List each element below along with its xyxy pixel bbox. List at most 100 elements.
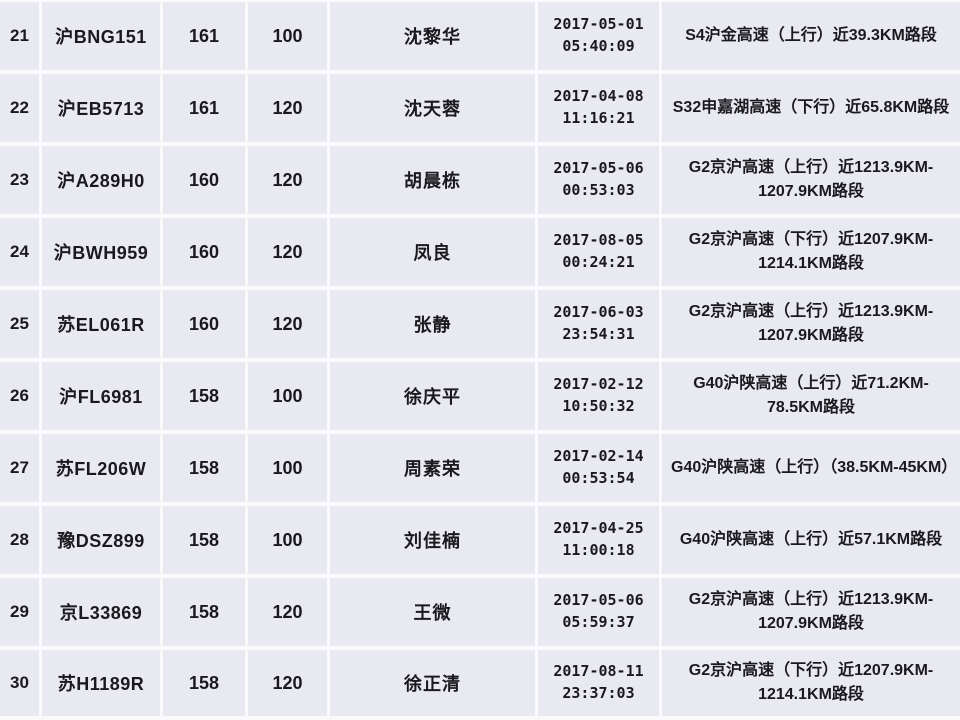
speed-limit-cell: 100 [248, 434, 330, 506]
measured-speed-cell: 160 [163, 290, 248, 362]
violation-date: 2017-05-01 [553, 15, 644, 34]
license-plate-cell: 沪EB5713 [42, 74, 163, 146]
row-number-cell: 28 [0, 506, 42, 578]
violation-time: 23:37:03 [562, 684, 635, 702]
measured-speed-cell: 158 [163, 506, 248, 578]
table-row: 25 苏EL061R 160 120 张静 2017-06-03 23:54:3… [0, 290, 960, 362]
location-cell: G40沪陕高速（上行）近57.1KM路段 [662, 506, 960, 578]
speed-limit-cell: 120 [248, 218, 330, 290]
driver-name-cell: 沈天蓉 [330, 74, 538, 146]
table-row: 21 沪BNG151 161 100 沈黎华 2017-05-01 05:40:… [0, 2, 960, 74]
driver-name-cell: 沈黎华 [330, 2, 538, 74]
datetime-cell: 2017-05-01 05:40:09 [538, 2, 662, 74]
violation-date: 2017-05-06 [553, 591, 644, 610]
location-cell: G2京沪高速（上行）近1213.9KM-1207.9KM路段 [662, 578, 960, 650]
driver-name-cell: 周素荣 [330, 434, 538, 506]
violation-date: 2017-06-03 [553, 303, 644, 322]
speed-limit-cell: 120 [248, 290, 330, 362]
driver-name-cell: 徐庆平 [330, 362, 538, 434]
driver-name-cell: 王微 [330, 578, 538, 650]
violation-date: 2017-02-12 [553, 375, 644, 394]
license-plate-cell: 沪FL6981 [42, 362, 163, 434]
license-plate-cell: 苏H1189R [42, 650, 163, 720]
measured-speed-cell: 161 [163, 2, 248, 74]
measured-speed-cell: 158 [163, 434, 248, 506]
license-plate-cell: 沪A289H0 [42, 146, 163, 218]
row-number-cell: 27 [0, 434, 42, 506]
violation-date: 2017-02-14 [553, 447, 644, 466]
table-row: 22 沪EB5713 161 120 沈天蓉 2017-04-08 11:16:… [0, 74, 960, 146]
row-number-cell: 25 [0, 290, 42, 362]
driver-name-cell: 凤良 [330, 218, 538, 290]
row-number-cell: 22 [0, 74, 42, 146]
table-row: 26 沪FL6981 158 100 徐庆平 2017-02-12 10:50:… [0, 362, 960, 434]
datetime-cell: 2017-06-03 23:54:31 [538, 290, 662, 362]
measured-speed-cell: 160 [163, 218, 248, 290]
row-number-cell: 23 [0, 146, 42, 218]
datetime-cell: 2017-08-11 23:37:03 [538, 650, 662, 720]
row-number-cell: 24 [0, 218, 42, 290]
datetime-cell: 2017-04-25 11:00:18 [538, 506, 662, 578]
violation-date: 2017-04-08 [553, 87, 644, 106]
row-number-cell: 26 [0, 362, 42, 434]
speed-limit-cell: 100 [248, 2, 330, 74]
driver-name-cell: 张静 [330, 290, 538, 362]
row-number-cell: 29 [0, 578, 42, 650]
datetime-cell: 2017-02-12 10:50:32 [538, 362, 662, 434]
location-cell: G2京沪高速（下行）近1207.9KM-1214.1KM路段 [662, 218, 960, 290]
table-row: 27 苏FL206W 158 100 周素荣 2017-02-14 00:53:… [0, 434, 960, 506]
license-plate-cell: 沪BWH959 [42, 218, 163, 290]
datetime-cell: 2017-04-08 11:16:21 [538, 74, 662, 146]
datetime-cell: 2017-02-14 00:53:54 [538, 434, 662, 506]
location-cell: G2京沪高速（下行）近1207.9KM-1214.1KM路段 [662, 650, 960, 720]
driver-name-cell: 徐正清 [330, 650, 538, 720]
measured-speed-cell: 158 [163, 362, 248, 434]
driver-name-cell: 胡晨栋 [330, 146, 538, 218]
violation-time: 11:00:18 [562, 541, 635, 559]
violation-date: 2017-04-25 [553, 519, 644, 538]
speed-limit-cell: 120 [248, 578, 330, 650]
violation-time: 00:24:21 [562, 253, 635, 271]
violation-time: 05:40:09 [562, 37, 635, 55]
license-plate-cell: 豫DSZ899 [42, 506, 163, 578]
license-plate-cell: 苏FL206W [42, 434, 163, 506]
location-cell: S32申嘉湖高速（下行）近65.8KM路段 [662, 74, 960, 146]
speed-limit-cell: 120 [248, 146, 330, 218]
violation-date: 2017-05-06 [553, 159, 644, 178]
location-cell: G40沪陕高速（上行）近71.2KM-78.5KM路段 [662, 362, 960, 434]
speed-limit-cell: 100 [248, 506, 330, 578]
speed-limit-cell: 100 [248, 362, 330, 434]
license-plate-cell: 沪BNG151 [42, 2, 163, 74]
license-plate-cell: 苏EL061R [42, 290, 163, 362]
speed-limit-cell: 120 [248, 650, 330, 720]
speed-limit-cell: 120 [248, 74, 330, 146]
location-cell: G2京沪高速（上行）近1213.9KM-1207.9KM路段 [662, 290, 960, 362]
violation-time: 05:59:37 [562, 613, 635, 631]
violation-time: 00:53:03 [562, 181, 635, 199]
measured-speed-cell: 161 [163, 74, 248, 146]
violation-time: 00:53:54 [562, 469, 635, 487]
license-plate-cell: 京L33869 [42, 578, 163, 650]
location-cell: G2京沪高速（上行）近1213.9KM-1207.9KM路段 [662, 146, 960, 218]
table-row: 28 豫DSZ899 158 100 刘佳楠 2017-04-25 11:00:… [0, 506, 960, 578]
location-cell: S4沪金高速（上行）近39.3KM路段 [662, 2, 960, 74]
measured-speed-cell: 158 [163, 650, 248, 720]
location-cell: G40沪陕高速（上行）（38.5KM-45KM） [662, 434, 960, 506]
row-number-cell: 30 [0, 650, 42, 720]
datetime-cell: 2017-05-06 00:53:03 [538, 146, 662, 218]
row-number-cell: 21 [0, 2, 42, 74]
datetime-cell: 2017-08-05 00:24:21 [538, 218, 662, 290]
violation-date: 2017-08-05 [553, 231, 644, 250]
violation-time: 23:54:31 [562, 325, 635, 343]
table-row: 30 苏H1189R 158 120 徐正清 2017-08-11 23:37:… [0, 650, 960, 720]
table-row: 23 沪A289H0 160 120 胡晨栋 2017-05-06 00:53:… [0, 146, 960, 218]
violation-time: 11:16:21 [562, 109, 635, 127]
table-row: 24 沪BWH959 160 120 凤良 2017-08-05 00:24:2… [0, 218, 960, 290]
datetime-cell: 2017-05-06 05:59:37 [538, 578, 662, 650]
measured-speed-cell: 158 [163, 578, 248, 650]
violation-time: 10:50:32 [562, 397, 635, 415]
violation-date: 2017-08-11 [553, 662, 644, 681]
driver-name-cell: 刘佳楠 [330, 506, 538, 578]
measured-speed-cell: 160 [163, 146, 248, 218]
